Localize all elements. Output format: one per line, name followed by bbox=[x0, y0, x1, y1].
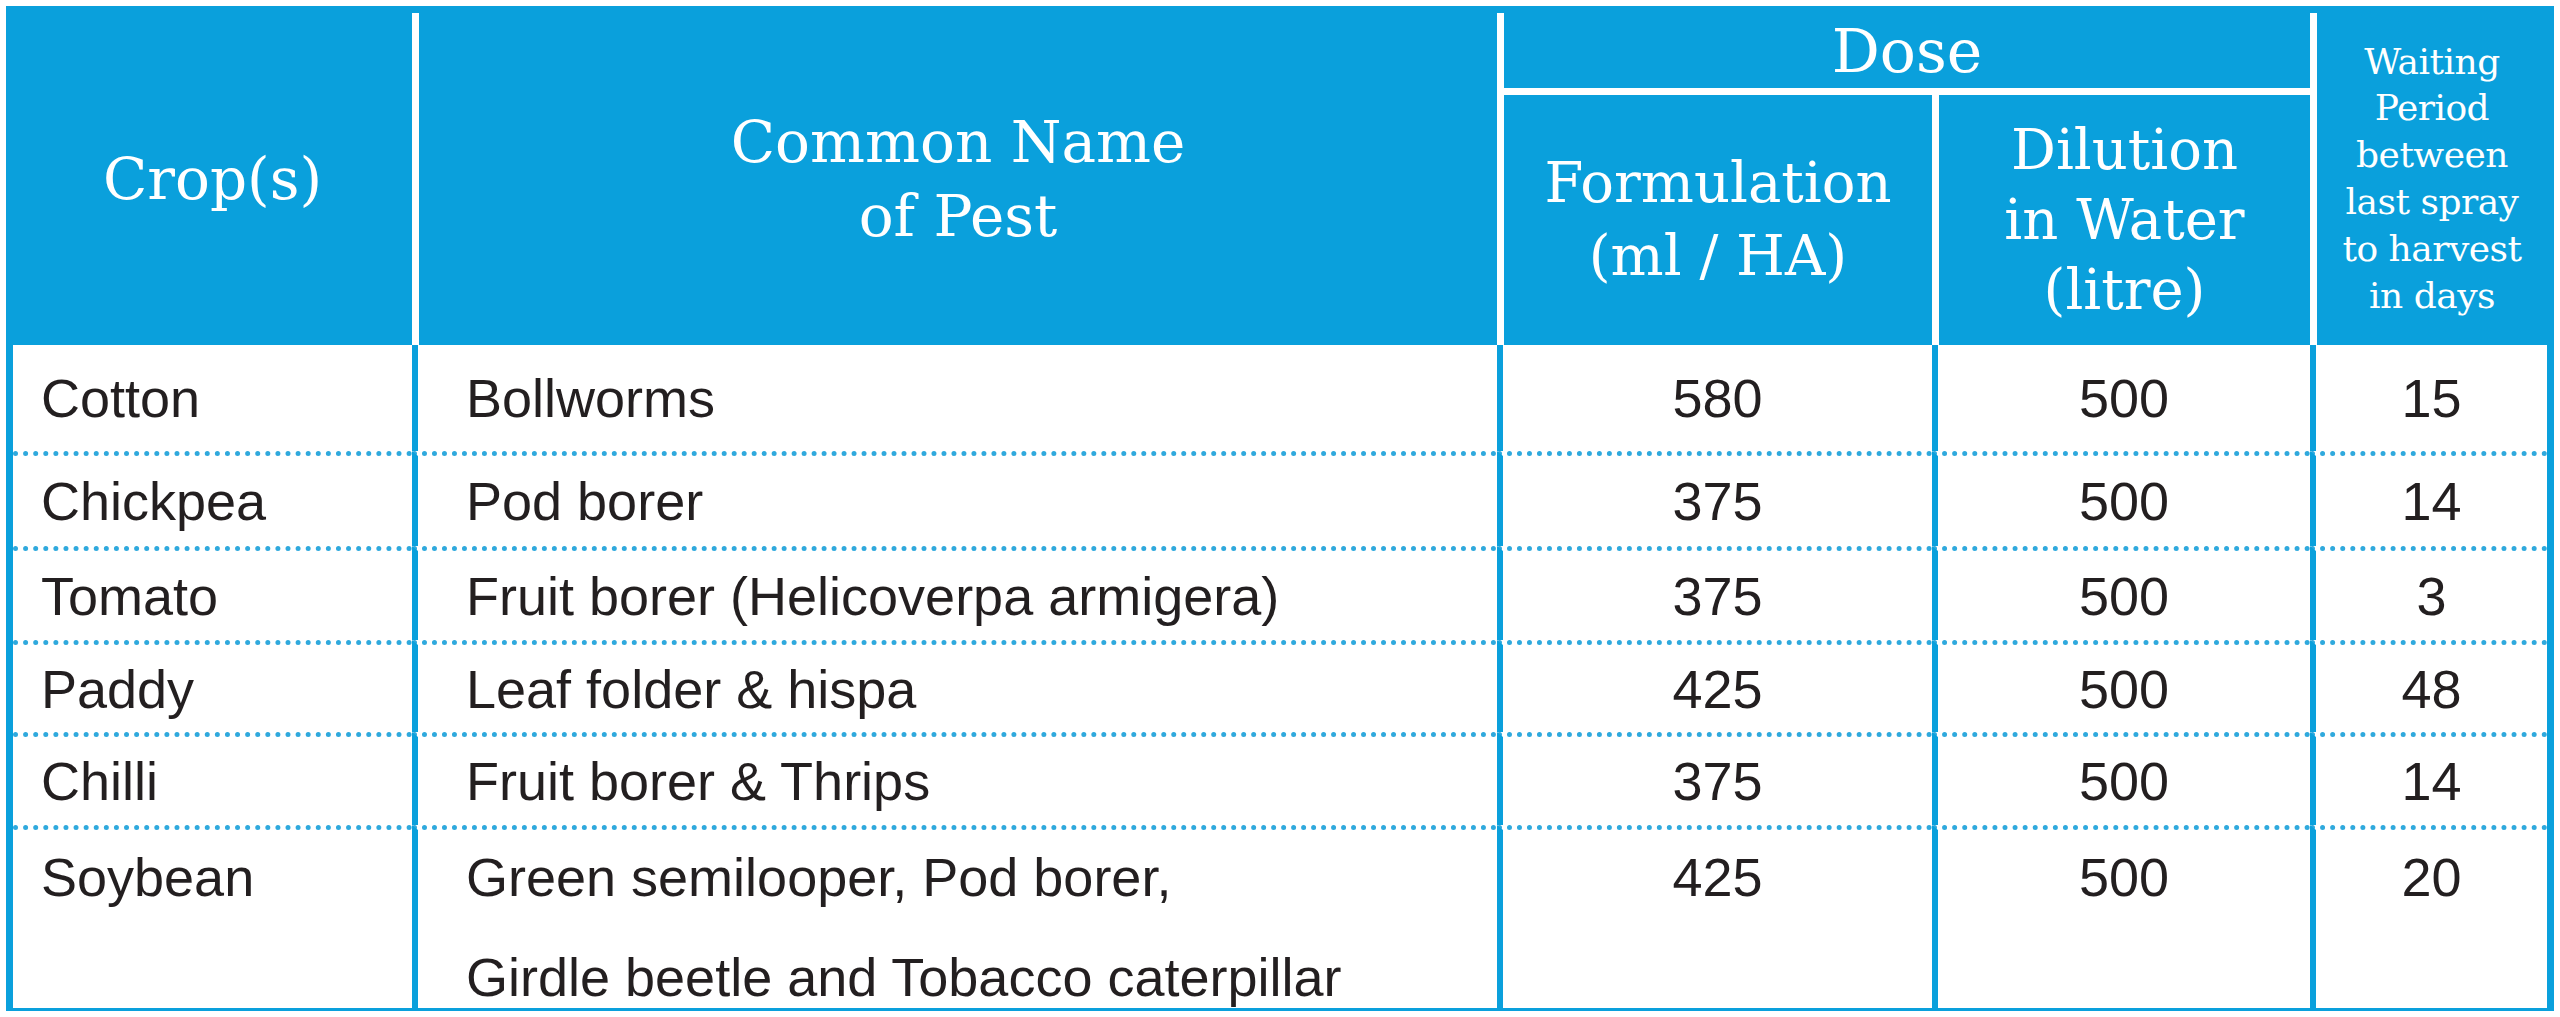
header-formulation: Formulation (ml / HA) bbox=[1497, 95, 1932, 345]
cell-formulation: 375 bbox=[1497, 732, 1932, 825]
cell-waiting: 3 bbox=[2310, 546, 2547, 640]
header-waiting-period: Waiting Period between last spray to har… bbox=[2310, 13, 2547, 345]
cell-waiting: 14 bbox=[2310, 451, 2547, 546]
cell-formulation: 425 bbox=[1497, 825, 1932, 1008]
cell-dilution: 500 bbox=[1932, 825, 2310, 1008]
cell-crop: Soybean bbox=[13, 825, 412, 1008]
pest-line-1: Green semilooper, Pod borer, bbox=[466, 846, 1171, 908]
header-dose: Dose bbox=[1497, 13, 2310, 95]
cell-crop: Paddy bbox=[13, 640, 412, 732]
header-common-name-of-pest: Common Name of Pest bbox=[412, 13, 1497, 345]
cell-pest: Pod borer bbox=[412, 451, 1497, 546]
cell-formulation: 580 bbox=[1497, 345, 1932, 451]
cell-waiting: 14 bbox=[2310, 732, 2547, 825]
pesticide-dose-table: Crop(s) Common Name of Pest Dose Formula… bbox=[6, 6, 2554, 1011]
header-crop: Crop(s) bbox=[13, 13, 412, 345]
cell-dilution: 500 bbox=[1932, 546, 2310, 640]
pest-line-2: Girdle beetle and Tobacco caterpillar bbox=[466, 946, 1342, 1008]
cell-pest: Fruit borer & Thrips bbox=[412, 732, 1497, 825]
cell-dilution: 500 bbox=[1932, 732, 2310, 825]
cell-crop: Tomato bbox=[13, 546, 412, 640]
cell-dilution: 500 bbox=[1932, 345, 2310, 451]
cell-waiting: 48 bbox=[2310, 640, 2547, 732]
cell-dilution: 500 bbox=[1932, 640, 2310, 732]
header-dilution-in-water: Dilution in Water (litre) bbox=[1932, 95, 2310, 345]
cell-dilution: 500 bbox=[1932, 451, 2310, 546]
cell-crop: Chilli bbox=[13, 732, 412, 825]
cell-pest: Bollworms bbox=[412, 345, 1497, 451]
cell-crop: Chickpea bbox=[13, 451, 412, 546]
cell-formulation: 375 bbox=[1497, 451, 1932, 546]
cell-formulation: 375 bbox=[1497, 546, 1932, 640]
cell-pest: Green semilooper, Pod borer, Girdle beet… bbox=[412, 825, 1497, 1008]
cell-pest: Fruit borer (Helicoverpa armigera) bbox=[412, 546, 1497, 640]
cell-waiting: 20 bbox=[2310, 825, 2547, 1008]
cell-waiting: 15 bbox=[2310, 345, 2547, 451]
cell-formulation: 425 bbox=[1497, 640, 1932, 732]
cell-crop: Cotton bbox=[13, 345, 412, 451]
cell-pest: Leaf folder & hispa bbox=[412, 640, 1497, 732]
